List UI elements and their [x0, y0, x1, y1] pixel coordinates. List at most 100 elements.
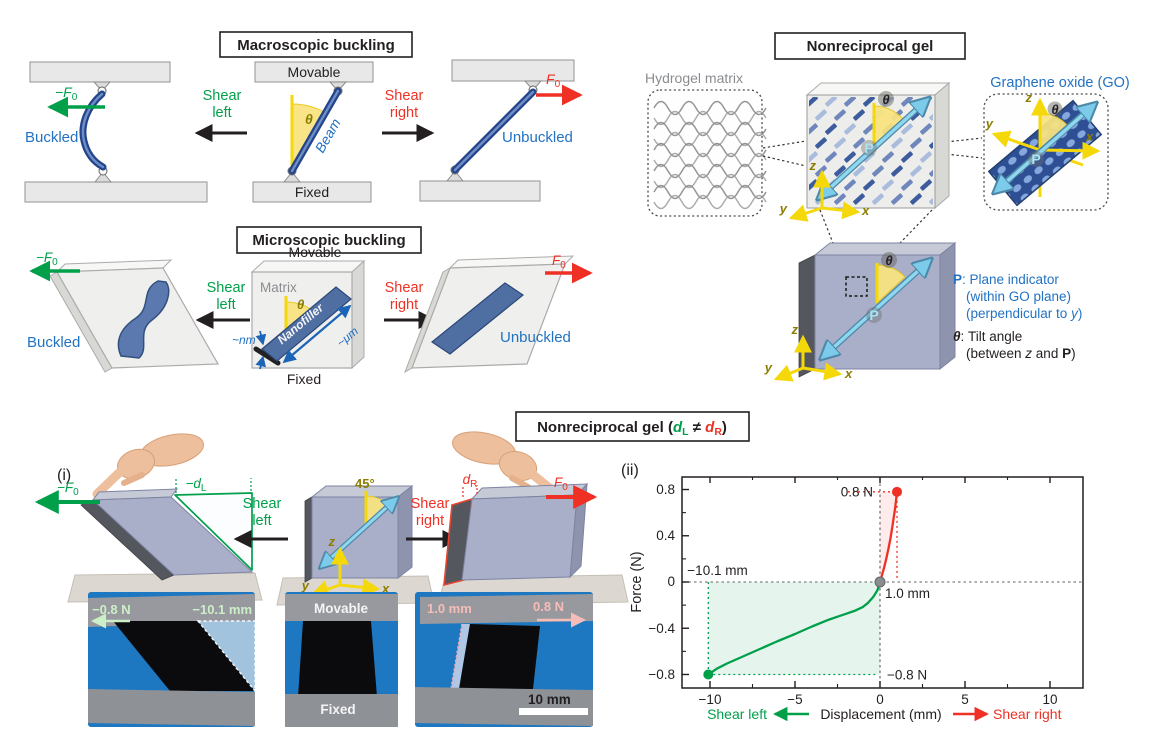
svg-text:left: left	[212, 105, 231, 121]
bottom-x-axis-label: x	[381, 581, 390, 596]
micro-shear-left-label: Shear	[207, 280, 246, 296]
macro-left-top-plate	[29, 61, 171, 83]
macro-center-bottom-plate	[252, 181, 372, 203]
micro-um-arrow	[282, 304, 352, 364]
photo-shear-left: −0.8 N −10.1 mm	[88, 592, 256, 727]
y-tick-label: −0.8	[648, 667, 675, 682]
legend-tilt-angle: θ: Tilt angle	[953, 329, 1022, 344]
y-tick-label: 0	[667, 574, 675, 589]
bottom-z-axis-label: z	[328, 534, 336, 549]
legend-plane-indicator: P: Plane indicator	[953, 272, 1059, 287]
macro-right-bottom-plate	[419, 180, 541, 202]
x-axis-title: Displacement (mm)	[820, 706, 941, 722]
gel-legend: P: Plane indicator (within GO plane) (pe…	[953, 272, 1082, 361]
micro-nm-arrow-bottom	[255, 355, 266, 370]
cube-x-axis-arrow	[802, 362, 843, 381]
x-tick-label: 0	[876, 692, 884, 707]
svg-text:right: right	[390, 297, 418, 313]
y-axis-arrow	[788, 204, 823, 222]
svg-text:left: left	[252, 513, 271, 529]
photo3-force-value: 0.8 N	[533, 599, 564, 614]
bottom-left-force-label: −F0	[57, 480, 79, 498]
y-axis-title: Force (N)	[629, 551, 645, 612]
micro-left-force-label: −F0	[36, 250, 58, 268]
buckled-nanofiller-sheet	[117, 280, 170, 359]
cube-x-axis-label: x	[844, 366, 853, 381]
macro-left-bottom-plate	[24, 181, 208, 203]
photo2-bottom-plate	[285, 694, 398, 727]
panel-microscopic-buckling: Microscopic buckling −F0 Buckled Shear l…	[27, 226, 593, 387]
macro-theta-label: θ	[305, 111, 313, 127]
macro-title: Macroscopic buckling	[237, 37, 395, 54]
bottom-right-force-label: F0	[554, 475, 568, 493]
macro-left-force-label: −F0	[55, 84, 78, 103]
micro-nm-label: ~nm	[232, 333, 256, 347]
photo1-original-outline	[196, 620, 256, 694]
cube-theta-label: θ	[885, 253, 892, 268]
chart-curve-shear-left	[707, 580, 882, 676]
panel-nonreciprocal-gel-experiment: Nonreciprocal gel (dL ≠ dR) (i) −dL −F0 …	[34, 411, 1084, 727]
cube-p-label: P	[869, 307, 878, 323]
go-x-axis-label: x	[1085, 129, 1094, 144]
macro-right-top-plate	[451, 59, 575, 82]
macro-movable-label: Movable	[288, 64, 341, 80]
go-z-axis-label: z	[1025, 90, 1033, 105]
unbuckled-nanofiller-slab	[430, 282, 525, 355]
cube-plane-indicator-arrow	[823, 261, 929, 357]
hydrogel-matrix-label: Hydrogel matrix	[645, 70, 743, 86]
bottom-y-axis-label: y	[301, 578, 310, 593]
gel-title-box	[774, 32, 966, 60]
cube-z-axis-label: z	[791, 322, 799, 337]
macro-center-top-plate	[254, 61, 374, 83]
photo3-bottom-plate	[415, 687, 593, 726]
micro-theta-label: θ	[297, 297, 304, 312]
micro-shear-right-label: Shear	[385, 280, 424, 296]
macro-shear-right-label: Shear	[385, 88, 424, 104]
photo2-gel	[298, 621, 377, 697]
photo2-movable-label: Movable	[314, 601, 369, 616]
angle-45-label: 45°	[355, 476, 375, 491]
go-y-axis-label: y	[985, 116, 994, 131]
go-theta-label: θ	[1051, 102, 1058, 117]
photo3-gel	[459, 624, 540, 689]
micro-title: Microscopic buckling	[252, 232, 405, 249]
plane-indicator-arrow	[820, 100, 927, 197]
bottom-title-box	[515, 411, 750, 442]
chart-dynamic-layer: 0.8 N 1.0 mm −10.1 mm −0.8 N	[682, 477, 1082, 688]
cube-y-axis-arrow	[773, 364, 804, 382]
annotation-force-right: 0.8 N	[841, 485, 873, 500]
bottom-title: Nonreciprocal gel (dL ≠ dR)	[537, 419, 727, 438]
hydrogel-box	[647, 89, 763, 217]
gel-p-label: P	[864, 140, 873, 156]
micro-buckled-label: Buckled	[27, 334, 80, 351]
shear-right-shaded-region	[880, 491, 897, 582]
annotation-displacement-right: 1.0 mm	[885, 586, 930, 601]
x-axis-label: x	[861, 203, 870, 218]
photo3-displacement-value: 1.0 mm	[427, 601, 472, 616]
chart-plot-box	[681, 476, 1084, 689]
macro-unbuckled-label: Unbuckled	[502, 129, 573, 146]
graphene-oxide-label: Graphene oxide (GO)	[990, 75, 1129, 91]
svg-text:left: left	[216, 297, 235, 313]
macro-fixed-label: Fixed	[295, 184, 329, 200]
x-axis-shear-right-label: Shear right	[993, 706, 1062, 722]
macro-buckled-label: Buckled	[25, 129, 78, 146]
photo1-gel	[113, 621, 255, 691]
subpanel-ii-label: (ii)	[621, 462, 639, 479]
micro-movable-label: Movable	[289, 244, 342, 260]
sheared-right-gel-block	[461, 494, 578, 581]
gel-title: Nonreciprocal gel	[807, 38, 934, 55]
bottom-shear-left-label: Shear	[243, 496, 282, 512]
photo3-original-outline	[450, 623, 463, 690]
x-tick-label: 5	[961, 692, 969, 707]
photo2-top-plate	[285, 594, 398, 621]
chart-marker-shear-left-endpoint	[703, 669, 714, 680]
micro-title-box	[236, 226, 422, 254]
go-plane-indicator-arrow	[996, 105, 1094, 191]
original-position-ghost-left	[174, 492, 253, 571]
photo3-original-sliver	[451, 624, 470, 689]
scale-bar-label: 10 mm	[528, 692, 571, 707]
chart-marker-origin	[874, 576, 886, 588]
go-x-axis-arrow	[1039, 141, 1101, 160]
